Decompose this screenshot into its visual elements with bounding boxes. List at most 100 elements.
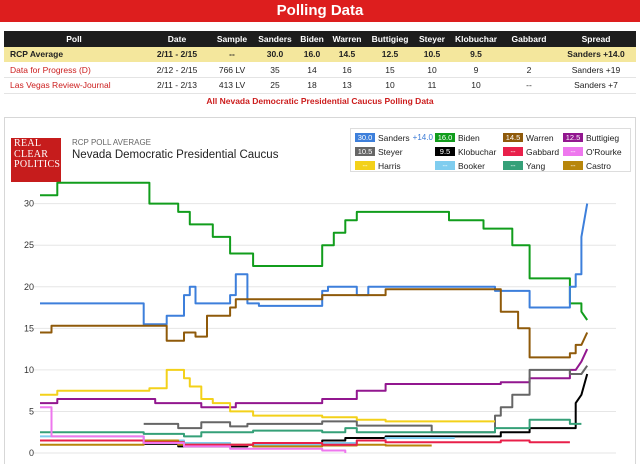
- all-polling-data-link[interactable]: All Nevada Democratic Presidential Caucu…: [206, 96, 434, 106]
- y-tick-label: 30: [24, 199, 34, 209]
- legend-item-harris[interactable]: -- Harris: [355, 160, 401, 171]
- cell-warren: 16: [342, 64, 352, 75]
- series-line-orourke: [40, 406, 347, 453]
- cell-biden: 16.0: [303, 49, 321, 60]
- legend-name: Harris: [378, 160, 401, 171]
- series-line-biden: [40, 181, 589, 321]
- logo-line: REAL: [14, 138, 42, 149]
- legend-swatch: 10.5: [355, 147, 375, 156]
- legend-item-steyer[interactable]: 10.5 Steyer: [355, 146, 403, 157]
- cell-gabbard: 2: [526, 64, 532, 75]
- legend-item-warren[interactable]: 14.5 Warren: [503, 132, 554, 143]
- legend-item-buttigieg[interactable]: 12.5 Buttigieg: [563, 132, 619, 143]
- cell-sanders: 30.0: [266, 49, 284, 60]
- logo-line: POLITICS: [14, 159, 61, 170]
- col-sample: Sample: [216, 33, 248, 44]
- rcp-logo[interactable]: REAL CLEAR POLITICS: [11, 138, 61, 182]
- cell-biden: 14: [307, 64, 317, 75]
- cell-spread: Sanders +14.0: [567, 49, 625, 60]
- polling-table: Poll Date Sample Sanders Biden Warren Bu…: [4, 31, 636, 94]
- cell-sanders: 25: [270, 80, 280, 91]
- poll-date: 2/12 - 2/15: [156, 64, 198, 75]
- legend-item-booker[interactable]: -- Booker: [435, 160, 485, 171]
- logo-line: CLEAR: [14, 148, 49, 160]
- col-date: Date: [167, 33, 187, 44]
- legend-item-biden[interactable]: 16.0 Biden: [435, 132, 480, 143]
- poll-average-label: RCP POLL AVERAGE: [72, 138, 151, 147]
- table-row-rcp-average: RCP Average 2/11 - 2/15 -- 30.0 16.0 14.…: [4, 46, 636, 62]
- cell-buttigieg: 10: [385, 80, 395, 91]
- cell-biden: 18: [307, 80, 317, 91]
- legend-swatch: 14.5: [503, 133, 523, 142]
- poll-date: 2/11 - 2/13: [156, 80, 197, 91]
- legend-item-castro[interactable]: -- Castro: [563, 160, 611, 171]
- legend-name: Warren: [526, 132, 554, 143]
- series-line-warren: [40, 288, 589, 359]
- legend-name: Yang: [526, 160, 546, 171]
- legend-item-orourke[interactable]: -- O'Rourke: [563, 146, 622, 157]
- legend-swatch: --: [355, 161, 375, 170]
- chart-legend: 30.0 Sanders +14.0 16.0 Biden 14.5 Warre…: [350, 128, 631, 172]
- poll-name: RCP Average: [10, 49, 64, 60]
- col-warren: Warren: [332, 33, 362, 44]
- cell-steyer: 10.5: [423, 49, 441, 60]
- cell-spread: Sanders +7: [574, 80, 618, 91]
- series-line-yang: [40, 418, 582, 438]
- y-tick-label: 10: [24, 365, 34, 375]
- series-line-castro: [40, 439, 432, 448]
- col-gabbard: Gabbard: [511, 33, 547, 44]
- legend-swatch: --: [503, 161, 523, 170]
- legend-item-sanders[interactable]: 30.0 Sanders +14.0: [355, 132, 433, 143]
- poll-link[interactable]: Las Vegas Review-Journal: [10, 80, 111, 91]
- legend-swatch: 12.5: [563, 133, 583, 142]
- cell-warren: 14.5: [338, 49, 356, 60]
- y-tick-label: 5: [29, 406, 34, 416]
- legend-name: Booker: [458, 160, 485, 171]
- legend-change: +14.0: [412, 133, 433, 142]
- legend-name: Sanders: [378, 132, 410, 143]
- cell-klobuchar: 9.5: [470, 49, 482, 60]
- y-tick-label: 20: [24, 282, 34, 292]
- poll-date: 2/11 - 2/15: [156, 49, 198, 60]
- poll-link[interactable]: Data for Progress (D): [10, 64, 91, 75]
- legend-swatch: 16.0: [435, 133, 455, 142]
- series-line-sanders: [40, 203, 589, 326]
- poll-sample: 413 LV: [218, 80, 246, 91]
- cell-gabbard: --: [526, 80, 532, 91]
- series-line-steyer: [143, 365, 589, 434]
- col-klobuchar: Klobuchar: [454, 33, 498, 44]
- legend-swatch: --: [503, 147, 523, 156]
- col-steyer: Steyer: [419, 33, 445, 44]
- table-header-row: Poll Date Sample Sanders Biden Warren Bu…: [4, 31, 636, 47]
- cell-sanders: 35: [270, 64, 280, 75]
- col-buttigieg: Buttigieg: [371, 33, 409, 44]
- cell-steyer: 11: [427, 80, 437, 91]
- cell-spread: Sanders +19: [571, 64, 621, 75]
- col-biden: Biden: [300, 33, 324, 44]
- chart-title: Nevada Democratic Presidential Caucus: [72, 149, 279, 161]
- legend-name: Buttigieg: [586, 132, 620, 143]
- legend-swatch: 30.0: [355, 133, 375, 142]
- legend-item-gabbard[interactable]: -- Gabbard: [503, 146, 559, 157]
- legend-swatch: --: [563, 161, 583, 170]
- legend-item-yang[interactable]: -- Yang: [503, 160, 545, 171]
- chart-panel: [4, 117, 636, 464]
- col-sanders: Sanders: [258, 33, 292, 44]
- legend-name: Steyer: [378, 146, 403, 157]
- legend-name: Gabbard: [526, 146, 560, 157]
- legend-item-klobuchar[interactable]: 9.5 Klobuchar: [435, 146, 496, 157]
- cell-buttigieg: 12.5: [381, 49, 399, 60]
- table-row: Data for Progress (D) 2/12 - 2/15 766 LV…: [4, 62, 636, 78]
- cell-steyer: 10: [427, 64, 437, 75]
- poll-sample: 766 LV: [218, 64, 246, 75]
- y-tick-label: 0: [29, 448, 34, 458]
- legend-name: Klobuchar: [458, 146, 497, 157]
- poll-sample: --: [229, 49, 235, 60]
- cell-klobuchar: 9: [473, 64, 479, 75]
- legend-swatch: --: [563, 147, 583, 156]
- cell-klobuchar: 10: [471, 80, 481, 91]
- col-spread: Spread: [581, 33, 611, 44]
- legend-name: Biden: [458, 132, 480, 143]
- legend-swatch: 9.5: [435, 147, 455, 156]
